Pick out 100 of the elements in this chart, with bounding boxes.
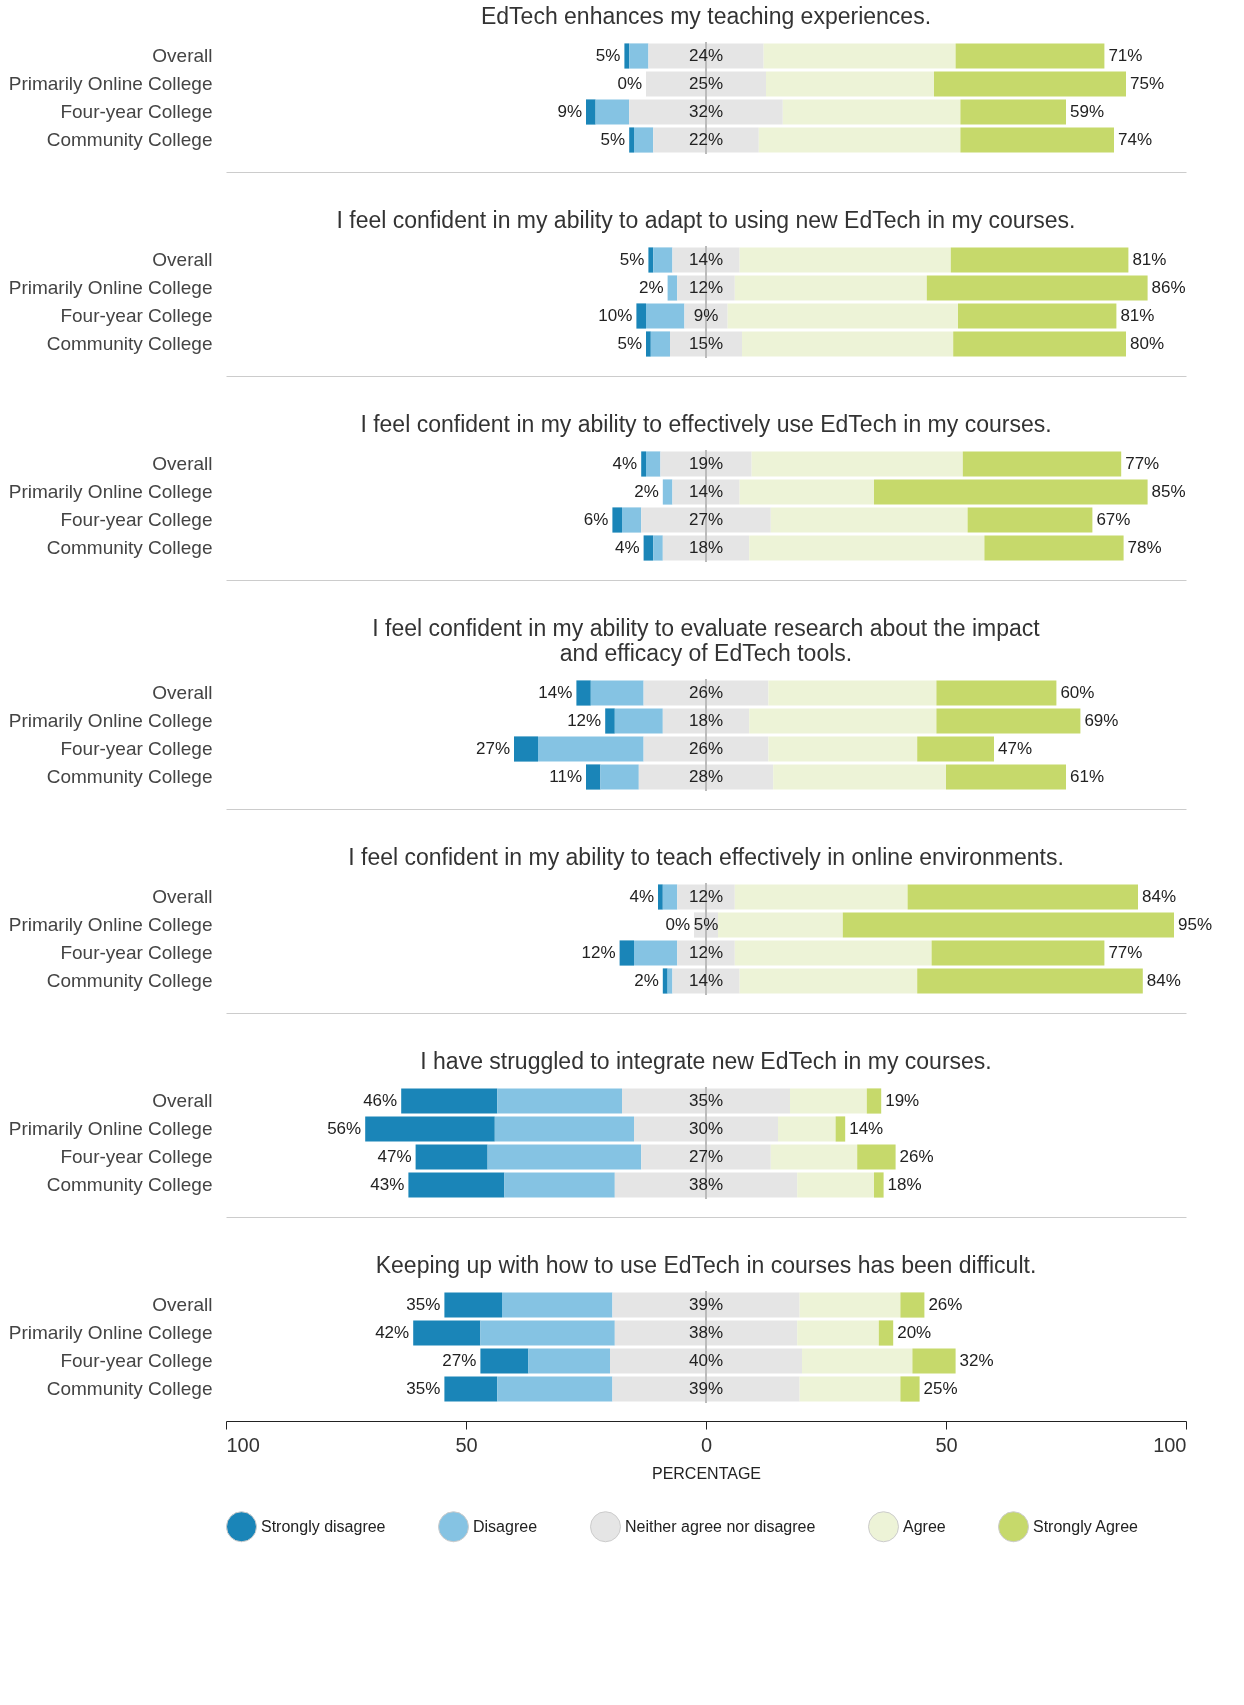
annotation: 4%: [629, 887, 654, 906]
annotation: 84%: [1142, 887, 1177, 906]
bar: [718, 912, 843, 938]
bar: [614, 708, 663, 734]
bar: [727, 303, 958, 329]
y-tick-label: Primarily Online College: [8, 710, 213, 731]
bar: [770, 507, 968, 533]
y-tick-label: Four-year College: [60, 305, 213, 326]
y-tick-label: Four-year College: [60, 738, 213, 759]
bar: [600, 764, 639, 790]
data-label: 38%: [688, 1323, 724, 1342]
bar: [497, 1088, 622, 1114]
annotation: 69%: [1084, 711, 1119, 730]
annotation: 5%: [619, 250, 645, 269]
annotation: 42%: [375, 1323, 410, 1342]
bar: [749, 708, 937, 734]
bar: [614, 1172, 798, 1198]
annotation: 5%: [617, 334, 642, 353]
y-tick-label: Community College: [46, 537, 213, 558]
bar: [739, 479, 874, 505]
x-tick-label: 0: [700, 1433, 713, 1456]
bar: [739, 968, 918, 994]
bar: [624, 43, 630, 69]
bar: [797, 1172, 874, 1198]
x-tick-label: 100: [226, 1433, 260, 1456]
annotation: 85%: [1151, 482, 1186, 501]
bar: [638, 764, 774, 790]
bar: [586, 764, 601, 790]
bar: [934, 71, 1126, 97]
chart-title: I feel confident in my ability to adapt to using new EdTech in my courses.: [336, 207, 1076, 233]
annotation: 81%: [1132, 250, 1167, 269]
bar: [955, 43, 1105, 69]
bar: [636, 303, 646, 329]
bar: [950, 247, 1129, 273]
chart-title: I have struggled to integrate new EdTech in my courses.: [420, 1048, 992, 1074]
bar: [641, 507, 771, 533]
bar: [763, 43, 956, 69]
bar: [770, 1144, 858, 1170]
bar: [662, 479, 673, 505]
bar: [662, 884, 678, 910]
bar: [758, 127, 961, 153]
bar: [749, 535, 985, 561]
annotation: 27%: [475, 739, 510, 758]
annotation: 81%: [1120, 306, 1155, 325]
bar: [641, 451, 646, 477]
bar: [967, 507, 1093, 533]
legend-label: Agree: [903, 1517, 946, 1535]
bar: [648, 43, 764, 69]
annotation: 12%: [567, 711, 602, 730]
bar: [634, 127, 654, 153]
bar: [778, 1116, 836, 1142]
y-tick-label: Overall: [152, 45, 213, 66]
annotation: 26%: [899, 1147, 934, 1166]
bar: [646, 331, 651, 357]
annotation: 27%: [442, 1351, 477, 1370]
bar: [768, 736, 918, 762]
bar: [660, 451, 752, 477]
annotation: 77%: [1125, 454, 1160, 473]
chart-title: EdTech enhances my teaching experiences.: [480, 3, 932, 29]
bar: [931, 940, 1105, 966]
y-tick-label: Community College: [46, 333, 213, 354]
bar: [734, 884, 908, 910]
data-label: 40%: [688, 1351, 724, 1370]
data-label: 38%: [688, 1175, 724, 1194]
bar: [866, 1088, 882, 1114]
bar: [648, 247, 654, 273]
bar: [953, 331, 1126, 357]
bar: [605, 708, 615, 734]
bar: [634, 940, 678, 966]
bar: [643, 736, 769, 762]
y-tick-label: Overall: [152, 249, 213, 270]
data-label: 9%: [693, 306, 719, 325]
bar: [782, 99, 961, 125]
y-tick-label: Overall: [152, 1090, 213, 1111]
annotation: 19%: [885, 1091, 920, 1110]
data-label: 18%: [688, 711, 724, 730]
bar: [653, 535, 663, 561]
bar: [653, 127, 759, 153]
bar: [494, 1116, 634, 1142]
y-tick-label: Four-year College: [60, 509, 213, 530]
annotation: 47%: [998, 739, 1033, 758]
bar: [946, 764, 1066, 790]
bar: [672, 968, 740, 994]
y-tick-label: Four-year College: [60, 942, 213, 963]
bar: [622, 1088, 790, 1114]
bar: [538, 736, 644, 762]
bar: [487, 1144, 642, 1170]
annotation: 14%: [538, 683, 573, 702]
annotation: 80%: [1130, 334, 1165, 353]
bar: [619, 940, 634, 966]
bar: [650, 331, 670, 357]
bar: [662, 708, 750, 734]
bar: [917, 736, 994, 762]
annotation: 18%: [887, 1175, 922, 1194]
chart-title: Keeping up with how to use EdTech in courses has been difficult.: [375, 1252, 1037, 1278]
bar: [622, 507, 642, 533]
y-tick-label: Primarily Online College: [8, 277, 213, 298]
data-label: 12%: [688, 278, 724, 297]
bar: [653, 247, 673, 273]
legend-label: Strongly Agree: [1033, 1517, 1139, 1535]
